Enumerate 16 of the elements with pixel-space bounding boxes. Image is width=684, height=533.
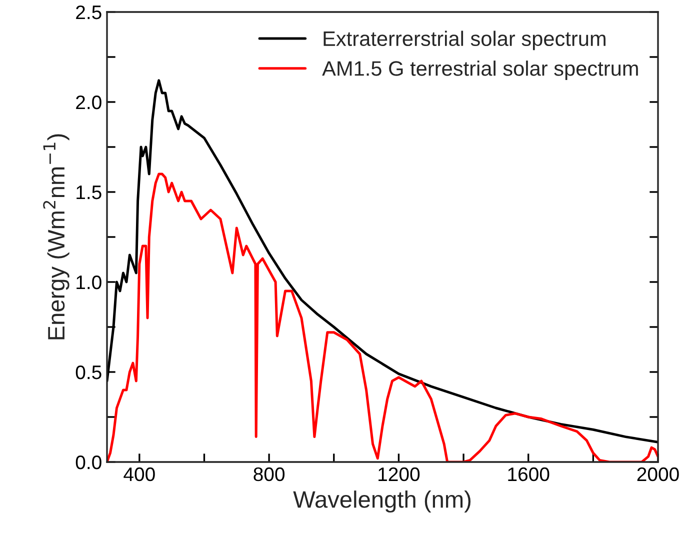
x-tick-label: 1600 (508, 467, 550, 482)
x-tick-label: 2000 (637, 467, 679, 482)
x-tick-label: 400 (124, 467, 155, 482)
y-tick-label: 2.0 (76, 95, 102, 110)
x-axis-title: Wavelength (nm) (293, 490, 470, 513)
y-tick-label: 0.5 (76, 365, 102, 380)
y-tick-label: 1.5 (76, 186, 102, 200)
legend-label: AM1.5 G terrestrial solar spectrum (322, 60, 638, 80)
x-tick-label: 800 (254, 467, 285, 482)
y-tick-label: 2.5 (76, 5, 102, 20)
y-tick-label: 1.0 (76, 275, 102, 290)
y-tick-label: 0.0 (76, 455, 102, 470)
y-axis-title: Energy (Wm$^{2}$nm$^{−1}$) (43, 134, 70, 340)
line-series (107, 79, 658, 444)
x-tick-label: 1200 (378, 467, 420, 482)
legend-label: Extraterrerstrial solar spectrum (324, 30, 606, 50)
